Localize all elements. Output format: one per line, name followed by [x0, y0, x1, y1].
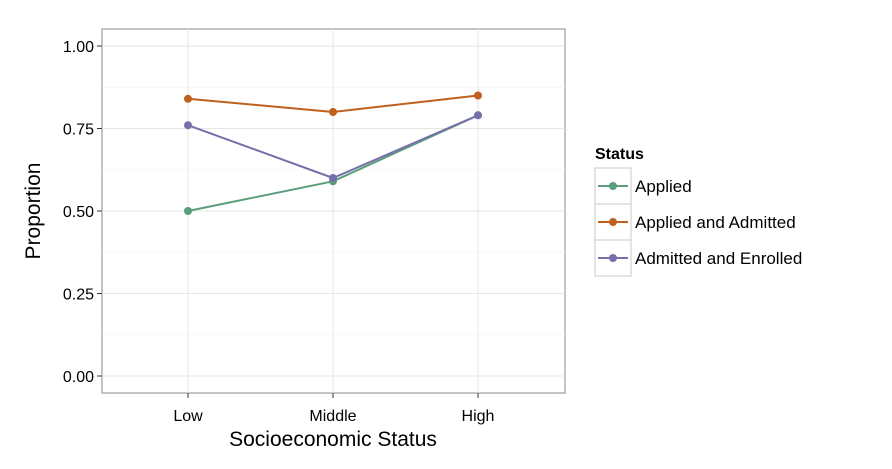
legend-item: Applied: [594, 167, 692, 205]
data-point: [474, 91, 482, 100]
legend-label: Admitted and Enrolled: [635, 249, 802, 268]
y-tick-label: 0.25: [63, 287, 94, 304]
x-axis-title: Socioeconomic Status: [229, 428, 437, 451]
data-point: [184, 94, 192, 103]
y-axis: 0.00 0.25 0.50 0.75 1.00: [63, 39, 102, 386]
legend-label: Applied: [635, 177, 692, 196]
y-tick-label: 0.75: [63, 122, 94, 139]
legend-key-point: [609, 182, 617, 190]
legend: Status Applied Applied and Admitted Admitt…: [594, 146, 802, 277]
data-point: [329, 174, 337, 182]
legend-label: Applied and Admitted: [635, 213, 796, 232]
legend-items: Applied Applied and Admitted Admitted and …: [594, 167, 802, 277]
data-point: [184, 207, 192, 215]
x-tick-label: High: [462, 408, 495, 425]
x-tick-label: Low: [173, 408, 203, 425]
legend-item: Applied and Admitted: [594, 203, 796, 241]
y-tick-label: 0.50: [63, 204, 94, 221]
y-axis-title: Proportion: [22, 163, 45, 260]
x-axis: Low Middle High: [173, 393, 494, 425]
legend-key-point: [609, 218, 617, 226]
x-tick-label: Middle: [309, 408, 356, 425]
legend-title: Status: [595, 146, 644, 163]
data-point: [474, 111, 482, 120]
legend-item: Admitted and Enrolled: [594, 239, 802, 277]
data-point: [184, 121, 192, 130]
series-layer: [184, 91, 482, 215]
legend-key-point: [609, 254, 617, 262]
y-tick-label: 1.00: [63, 39, 94, 56]
y-tick-label: 0.00: [63, 369, 94, 386]
data-point: [329, 108, 337, 116]
